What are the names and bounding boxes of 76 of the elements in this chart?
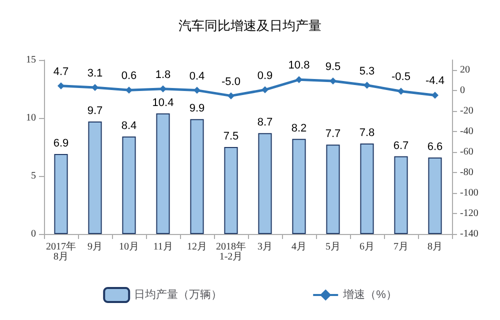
data-label: 5.3 xyxy=(359,65,375,78)
data-label: 10.4 xyxy=(152,96,174,109)
data-label: 0.4 xyxy=(189,70,205,82)
legend-label: 增速（%） xyxy=(342,288,397,301)
y-tick-label: 0 xyxy=(31,228,36,240)
y2-tick-label: -80 xyxy=(460,167,474,178)
data-label: 9.9 xyxy=(189,102,205,115)
x-tick-label: 5月 xyxy=(326,242,340,252)
y2-tick-label: -140 xyxy=(460,228,478,240)
data-label: 6.6 xyxy=(427,140,443,153)
x-tick-label: 11月 xyxy=(153,242,173,252)
y-tick-label: 10 xyxy=(26,112,36,124)
bar xyxy=(88,121,102,234)
data-label: -0.5 xyxy=(392,71,410,84)
data-label: 6.9 xyxy=(53,137,69,150)
chart-title: 汽车同比增速及日均产量 xyxy=(178,18,322,33)
point xyxy=(262,86,268,94)
data-label: 7.5 xyxy=(223,130,239,142)
point xyxy=(228,92,234,100)
x-tick-label: 9月 xyxy=(88,242,102,252)
data-label: 8.4 xyxy=(121,120,137,132)
y2-tick-label: -100 xyxy=(460,188,478,199)
point xyxy=(330,77,336,84)
y-tick-label: 15 xyxy=(26,54,36,66)
x-tick-label: 2018年 1-2月 xyxy=(216,240,246,262)
x-tick-label: 10月 xyxy=(119,242,139,252)
point xyxy=(58,82,64,90)
bar xyxy=(156,113,170,234)
y2-tick-label: -20 xyxy=(460,106,474,117)
bar xyxy=(190,119,204,234)
bar xyxy=(326,144,340,234)
point xyxy=(194,86,200,94)
data-label: 7.8 xyxy=(359,127,375,140)
bar xyxy=(122,136,136,234)
data-label: 7.7 xyxy=(325,128,341,140)
data-label: 10.8 xyxy=(288,60,310,72)
legend-label: 日均产量（万辆） xyxy=(134,288,222,301)
data-label: 3.1 xyxy=(87,68,103,80)
point xyxy=(126,86,132,94)
bar xyxy=(394,156,408,234)
x-tick-label: 4月 xyxy=(292,242,306,252)
data-label: 8.2 xyxy=(291,122,307,134)
x-tick-label: 12月 xyxy=(187,242,207,252)
point xyxy=(92,84,98,92)
bar xyxy=(292,138,306,234)
data-label: 8.7 xyxy=(257,116,273,129)
data-label: 0.9 xyxy=(257,70,273,82)
y2-tick-label: 20 xyxy=(460,64,470,76)
data-label: -4.4 xyxy=(426,75,444,88)
point xyxy=(364,82,370,89)
point xyxy=(160,85,166,92)
point xyxy=(432,92,438,99)
point xyxy=(296,76,302,84)
x-tick-label: 8月 xyxy=(428,242,442,252)
point xyxy=(398,88,404,95)
data-label: 0.6 xyxy=(121,70,137,82)
x-tick-label: 6月 xyxy=(360,242,374,252)
x-tick-label: 2017年 8月 xyxy=(46,240,76,262)
y2-tick-label: -120 xyxy=(460,208,478,220)
bar xyxy=(224,147,238,234)
data-label: 9.5 xyxy=(325,60,341,73)
bar xyxy=(54,154,68,234)
bar xyxy=(428,157,442,234)
y2-tick-label: -60 xyxy=(460,146,474,158)
data-label: 9.7 xyxy=(87,104,103,117)
data-label: 6.7 xyxy=(393,140,409,152)
data-label: 1.8 xyxy=(155,68,171,81)
bar xyxy=(258,133,272,234)
y-tick-label: 5 xyxy=(31,170,36,182)
y2-tick-label: -40 xyxy=(460,126,474,138)
data-label: -5.0 xyxy=(222,76,240,88)
x-tick-label: 3月 xyxy=(258,242,272,252)
bar xyxy=(360,144,374,234)
y2-tick-label: 0 xyxy=(460,85,465,96)
data-label: 4.7 xyxy=(53,66,69,78)
x-tick-label: 7月 xyxy=(394,242,408,252)
